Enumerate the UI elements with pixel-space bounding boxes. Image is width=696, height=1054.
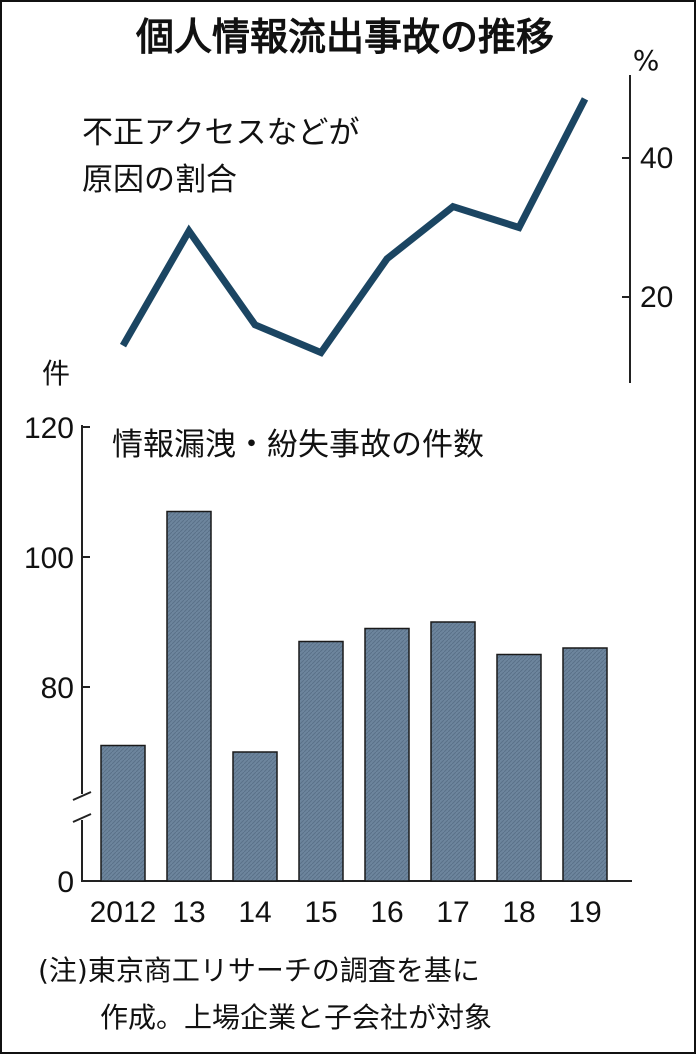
x-tick-label: 14 [238,896,271,929]
x-tick-label: 16 [370,896,403,929]
line-chart-subtitle-line-2: 原因の割合 [82,162,237,198]
bar [100,744,146,882]
bar [232,751,278,882]
bar-chart-subtitle: 情報漏洩・紛失事故の件数 [112,427,484,463]
x-tick-label: 13 [172,896,205,929]
line-chart-subtitle-line-1: 不正アクセスなどが [82,115,359,151]
note-line-2: 作成。上場企業と子会社が対象 [100,1001,492,1034]
bar-tick-label: 120 [24,412,74,445]
x-tick-label: 17 [436,896,469,929]
bar-axis-unit: 件 [42,357,70,390]
bar [298,640,344,882]
x-tick-label: 2012 [90,896,157,929]
x-tick-label: 19 [568,896,601,929]
x-tick-label: 15 [304,896,337,929]
bar [562,647,608,882]
line-series [119,97,589,357]
x-axis-labels: 2012 13 14 15 16 17 18 19 [90,896,602,929]
line-tick-label: 40 [640,142,673,175]
bar-chart: 件 情報漏洩・紛失事故の件数 0 80 100 120 2012 13 14 15 16 17 1… [24,357,632,929]
note-line-1: (注)東京商工リサーチの調査を基に [38,954,480,987]
bar-series [100,510,608,882]
axis-break-mark [72,791,92,823]
bar [166,510,212,882]
line-tick-label: 20 [640,281,673,314]
bar-tick-label: 0 [57,866,74,899]
bar [364,627,410,882]
line-axis-unit: % [633,44,660,77]
bar [496,653,542,882]
bar-tick-label: 80 [41,672,74,705]
chart-title: 個人情報流出事故の推移 [135,15,554,59]
axis-break-gap [76,794,88,820]
bar [430,621,476,882]
x-tick-label: 18 [502,896,535,929]
bar-tick-label: 100 [24,542,74,575]
bar-axis-ticks: 0 80 100 120 [24,412,90,899]
